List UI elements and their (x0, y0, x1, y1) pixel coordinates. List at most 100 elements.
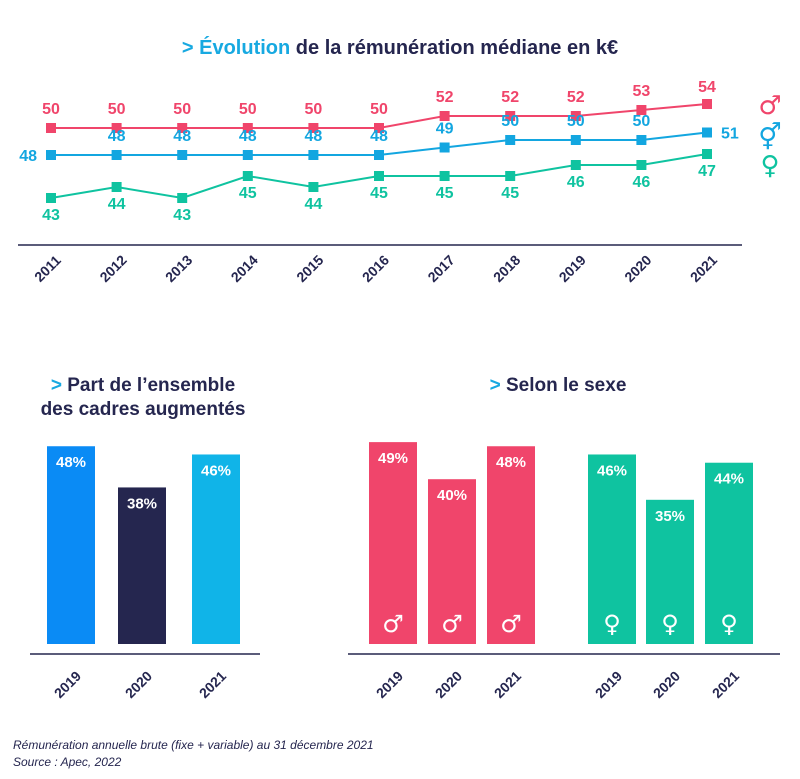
male-data-label: 52 (436, 89, 454, 106)
female-data-label: 44 (108, 196, 126, 213)
all-data-label: 48 (239, 128, 257, 145)
x-tick-label: 2015 (293, 252, 326, 285)
male-data-label: 52 (501, 89, 519, 106)
all-data-label: 48 (19, 148, 37, 165)
bar-x-tick-label: 2021 (196, 668, 229, 701)
bar-x-tick-label: 2019 (592, 668, 625, 701)
female-data-label: 43 (42, 207, 60, 224)
male-data-label: 50 (239, 101, 257, 118)
bar-x-tick-label: 2021 (491, 668, 524, 701)
male-2021-bar-icon: ♂ (500, 610, 522, 638)
footnote-source: Source : Apec, 2022 (13, 755, 122, 769)
female-data-label: 45 (501, 185, 519, 202)
male-2021-bar (487, 446, 535, 644)
x-tick-label: 2020 (621, 252, 654, 285)
female-2021-bar-icon: ♀ (720, 610, 738, 638)
female-series-point (374, 171, 384, 181)
female-2019-bar (588, 454, 636, 644)
female-series-point (570, 160, 581, 170)
female-2020-bar (646, 499, 694, 644)
all-data-label: 49 (436, 121, 454, 138)
all-data-label: 48 (173, 128, 191, 145)
all-data-label: 48 (305, 128, 323, 145)
bar-x-tick-label: 2020 (122, 668, 155, 701)
female-2020-bar-icon: ♀ (661, 610, 679, 638)
female-series-point (308, 182, 319, 192)
all-series-point (242, 150, 253, 160)
main-chart-title: > Évolution de la rémunération médiane e… (182, 36, 618, 59)
male-series-point (439, 111, 450, 121)
all-series-point (308, 150, 319, 160)
legend-all-icon: ⚥ (758, 122, 781, 153)
male-2020-bar-icon: ♂ (441, 610, 463, 638)
male-series-point (308, 123, 319, 133)
female-data-label: 45 (436, 185, 454, 202)
overall-2019-bar (47, 446, 95, 644)
overall-2019-bar-label: 48% (56, 454, 86, 471)
bar-x-tick-label: 2020 (432, 668, 465, 701)
all-series-point (374, 150, 384, 160)
all-series-point (177, 150, 188, 160)
all-data-label: 50 (567, 113, 585, 130)
female-series-point (439, 171, 450, 181)
male-series-point (374, 123, 384, 133)
male-series-point (570, 111, 581, 121)
female-series-point (111, 182, 122, 192)
all-series-point (505, 135, 516, 145)
all-data-label: 51 (721, 126, 739, 143)
male-2020-bar (428, 479, 476, 644)
female-series-point (505, 171, 516, 181)
female-series-point (636, 160, 647, 170)
female-series-point (46, 193, 56, 203)
x-tick-label: 2021 (687, 252, 720, 285)
male-2019-bar-icon: ♂ (382, 610, 404, 638)
female-data-label: 45 (370, 185, 388, 202)
all-data-label: 50 (633, 113, 651, 130)
female-data-label: 43 (173, 207, 191, 224)
overall-2021-bar-label: 46% (201, 462, 231, 479)
male-series-point (505, 111, 516, 121)
female-2019-bar-icon: ♀ (603, 610, 621, 638)
male-data-label: 52 (567, 89, 585, 106)
male-2019-bar-label: 49% (378, 450, 408, 467)
overall-2021-bar (192, 454, 240, 644)
all-series-point (636, 135, 647, 145)
male-data-label: 53 (633, 83, 651, 100)
female-2020-bar-label: 35% (655, 508, 685, 525)
left-chart-title-line1: > Part de l’ensemble (51, 375, 235, 396)
legend-male-icon: ♂ (758, 91, 781, 121)
footnote-definition: Rémunération annuelle brute (fixe + vari… (13, 738, 374, 752)
male-2020-bar-label: 40% (437, 487, 467, 504)
all-data-label: 48 (370, 128, 388, 145)
female-series-point (242, 171, 253, 181)
all-data-label: 50 (501, 113, 519, 130)
all-series-point (111, 150, 122, 160)
female-series-point (702, 149, 712, 159)
all-series-point (570, 135, 581, 145)
male-series-point (46, 123, 56, 133)
male-series-point (702, 99, 712, 109)
all-data-label: 48 (108, 128, 126, 145)
all-series-point (46, 150, 56, 160)
female-series-point (177, 193, 188, 203)
x-tick-label: 2012 (96, 252, 129, 285)
male-data-label: 50 (42, 101, 60, 118)
x-tick-label: 2013 (162, 252, 195, 285)
x-tick-label: 2016 (359, 252, 392, 285)
male-series-point (177, 123, 188, 133)
x-tick-label: 2019 (556, 252, 589, 285)
male-2021-bar-label: 48% (496, 454, 526, 471)
bar-x-tick-label: 2019 (51, 668, 84, 701)
female-data-label: 46 (633, 174, 651, 191)
overall-2020-bar-label: 38% (127, 495, 157, 512)
male-data-label: 50 (108, 101, 126, 118)
bar-charts: 48% 2019 38% 2020 46% 2021 49% ♂ 2019 40% ♂ 2020 48%… (47, 442, 753, 701)
female-2021-bar-label: 44% (714, 471, 744, 488)
line-chart: 2011 2012 2013 2014 2015 2016 2017 2018 2019 2020… (19, 79, 739, 285)
x-tick-label: 2018 (490, 252, 523, 285)
bar-x-tick-label: 2021 (709, 668, 742, 701)
female-data-label: 46 (567, 174, 585, 191)
male-data-label: 54 (698, 79, 716, 96)
male-data-label: 50 (305, 101, 323, 118)
